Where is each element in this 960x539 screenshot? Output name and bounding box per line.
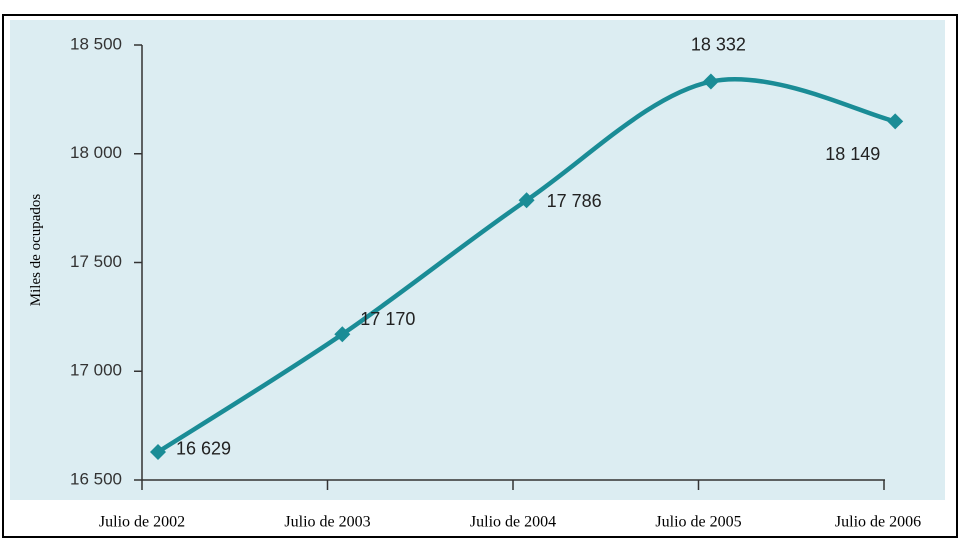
data-label: 17 786 [547, 191, 602, 211]
y-tick-label: 17 000 [70, 361, 122, 380]
y-tick-label: 18 500 [70, 34, 122, 53]
marker [518, 192, 535, 209]
x-tick-label: Julio de 2003 [284, 514, 370, 531]
y-tick-label: 16 500 [70, 469, 122, 488]
data-label: 17 170 [360, 309, 415, 329]
x-tick-label: Julio de 2005 [655, 514, 741, 531]
data-label: 16 629 [176, 439, 231, 459]
marker [150, 443, 166, 460]
y-axis-label: Miles de ocupados [28, 194, 44, 307]
y-tick-label: 18 000 [70, 143, 122, 162]
marker [887, 113, 904, 130]
y-tick-label: 17 500 [70, 252, 122, 271]
plot-background [10, 20, 945, 500]
marker [702, 73, 719, 90]
x-tick-label: Julio de 2002 [99, 514, 185, 531]
x-tick-label: Julio de 2004 [470, 514, 556, 531]
marker [334, 326, 351, 343]
x-tick-label: Julio de 2006 [835, 514, 921, 531]
data-label: 18 149 [825, 144, 880, 164]
data-label: 18 332 [691, 34, 746, 54]
